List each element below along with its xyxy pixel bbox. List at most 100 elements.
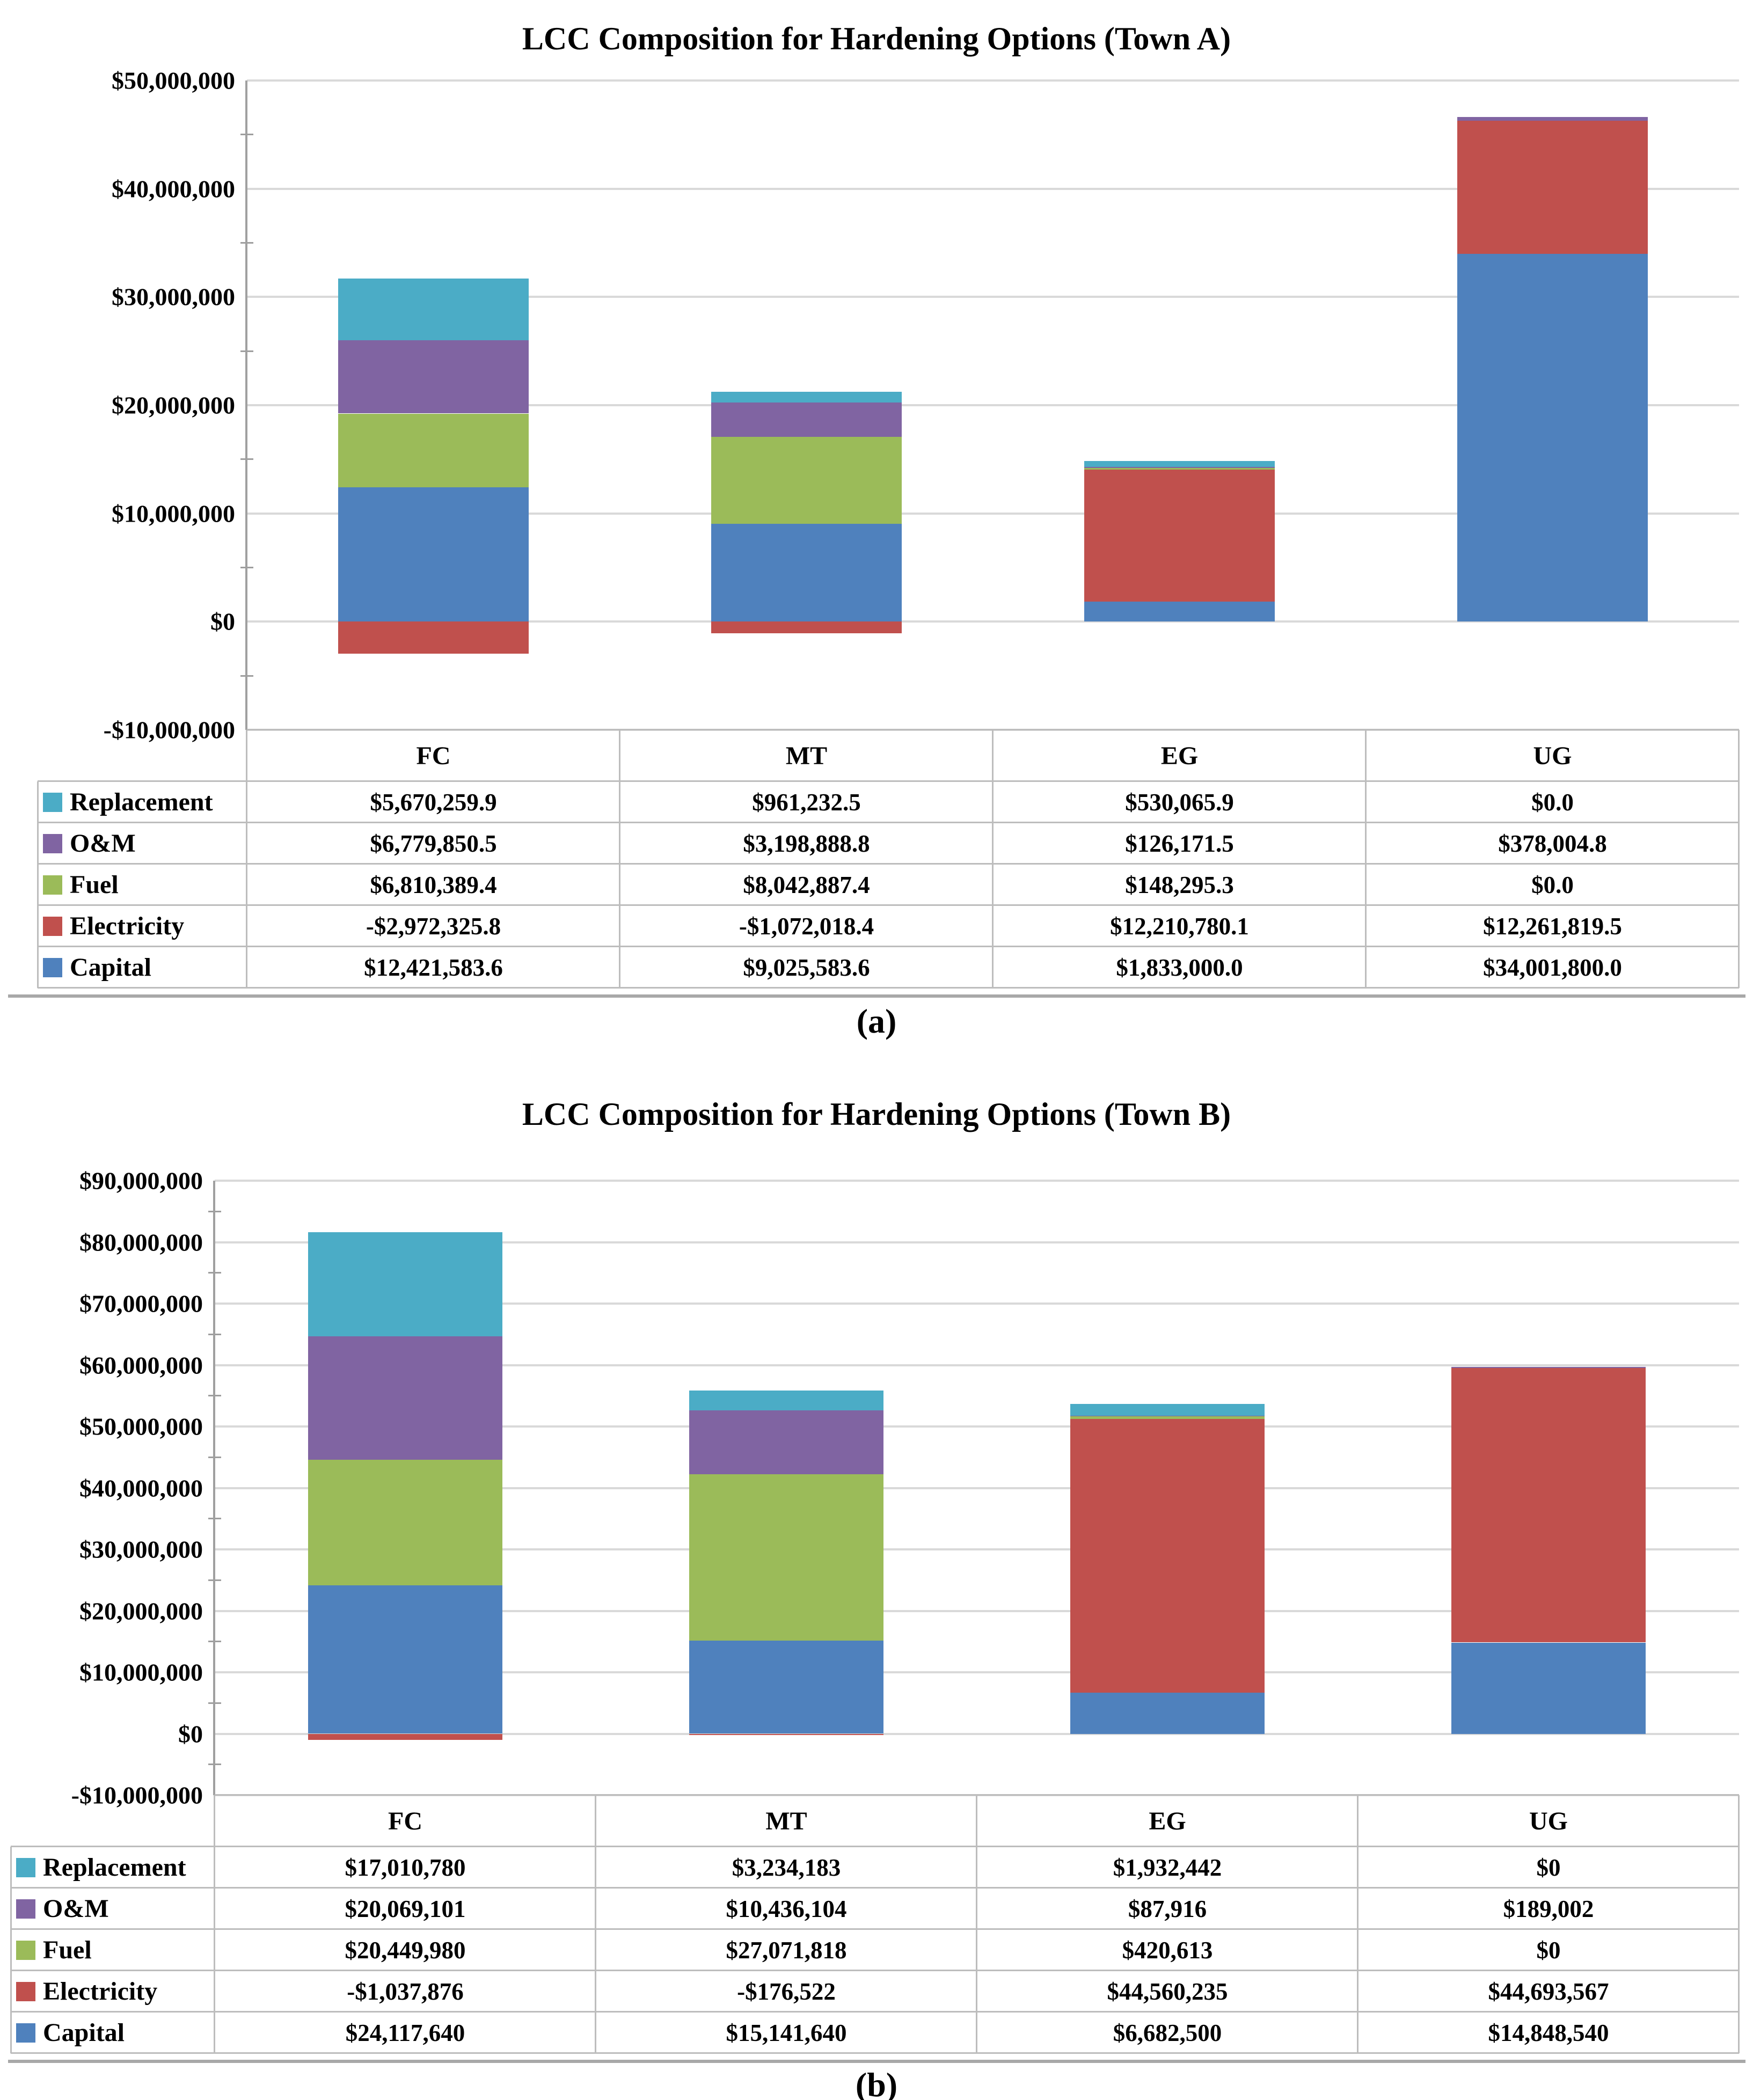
bar-segment-electricity-fc	[308, 1733, 503, 1740]
table-border	[11, 2052, 1739, 2054]
gridline	[215, 1180, 1739, 1182]
legend-key-om	[43, 833, 62, 853]
table-cell-electricity-ug: $44,693,567	[1488, 1978, 1609, 2005]
bar-segment-electricity-ug	[1457, 121, 1648, 254]
bar-segment-om-fc	[338, 340, 529, 414]
table-header-fc: FC	[388, 1806, 422, 1835]
chart-title-town-b: LCC Composition for Hardening Options (T…	[522, 1096, 1231, 1132]
gridline	[247, 620, 1739, 623]
gridline	[247, 79, 1739, 82]
y-axis-tick-label: $0	[210, 608, 235, 635]
y-axis-tick-label: $40,000,000	[112, 175, 235, 203]
gridline	[215, 1732, 1739, 1735]
bar-segment-capital-eg	[1070, 1693, 1265, 1734]
y-axis-line	[213, 1181, 215, 1795]
table-cell-om-eg: $87,916	[1128, 1895, 1207, 1922]
bar-segment-capital-mt	[711, 524, 902, 622]
legend-key-om	[16, 1899, 35, 1919]
bar-segment-fuel-fc	[338, 413, 529, 487]
table-cell-capital-fc: $12,421,583.6	[364, 954, 503, 981]
y-axis-tick-label: $10,000,000	[79, 1658, 203, 1686]
y-axis-tick-label: $30,000,000	[112, 283, 235, 311]
bar-segment-om-ug	[1451, 1366, 1646, 1368]
gridline	[247, 404, 1739, 406]
bar-segment-replacement-fc	[338, 279, 529, 340]
table-border	[1738, 730, 1740, 988]
table-cell-replacement-fc: $17,010,780	[345, 1854, 466, 1881]
bar-segment-fuel-mt	[711, 437, 902, 524]
table-border	[38, 780, 1739, 782]
table-border	[11, 1970, 1739, 1971]
table-header-ug: UG	[1533, 741, 1572, 770]
table-cell-replacement-mt: $3,234,183	[732, 1854, 841, 1881]
table-cell-fuel-ug: $0	[1536, 1936, 1561, 1964]
bar-segment-replacement-eg	[1084, 460, 1275, 467]
table-header-mt: MT	[765, 1806, 807, 1835]
bar-segment-electricity-mt	[711, 621, 902, 633]
bar-segment-electricity-eg	[1070, 1418, 1265, 1693]
figure-caption-b: (b)	[855, 2066, 898, 2100]
table-cell-om-fc: $6,779,850.5	[370, 830, 497, 857]
bar-segment-replacement-eg	[1070, 1403, 1265, 1416]
table-border	[976, 1795, 977, 2053]
y-axis-tick-label: $70,000,000	[79, 1290, 203, 1318]
table-border	[37, 781, 39, 988]
bar-segment-om-mt	[689, 1410, 884, 1475]
table-cell-om-mt: $10,436,104	[726, 1895, 847, 1922]
table-border	[11, 2011, 1739, 2013]
table-border	[11, 1928, 1739, 1930]
legend-item-replacement: Replacement	[13, 1847, 213, 1888]
table-border	[1738, 1795, 1740, 2053]
table-header-eg: EG	[1160, 741, 1199, 770]
legend-item-fuel: Fuel	[13, 1929, 213, 1971]
gridline	[247, 187, 1739, 190]
table-border	[38, 904, 1739, 906]
table-border	[246, 730, 247, 988]
table-cell-electricity-eg: $44,560,235	[1107, 1978, 1228, 2005]
table-cell-fuel-ug: $0.0	[1531, 871, 1574, 898]
bar-segment-fuel-mt	[689, 1474, 884, 1641]
y-axis-tick-label: $90,000,000	[79, 1167, 203, 1195]
table-cell-fuel-mt: $27,071,818	[726, 1936, 847, 1964]
chart-title-town-a: LCC Composition for Hardening Options (T…	[522, 21, 1231, 56]
table-cell-fuel-fc: $20,449,980	[345, 1936, 466, 1964]
table-cell-capital-eg: $1,833,000.0	[1116, 954, 1243, 981]
legend-label: O&M	[70, 829, 136, 858]
y-axis-tick-label: $20,000,000	[112, 391, 235, 419]
table-cell-electricity-fc: -$2,972,325.8	[366, 912, 501, 940]
table-cell-capital-eg: $6,682,500	[1113, 2019, 1222, 2046]
table-border	[38, 822, 1739, 823]
y-axis-tick-label: $40,000,000	[79, 1474, 203, 1502]
y-axis-tick-label: $30,000,000	[79, 1535, 203, 1563]
y-axis-tick-label: $80,000,000	[79, 1228, 203, 1256]
table-cell-om-mt: $3,198,888.8	[743, 830, 870, 857]
table-border	[11, 1846, 1739, 1847]
figure-caption-a: (a)	[856, 1002, 897, 1040]
bar-segment-electricity-mt	[689, 1733, 884, 1735]
legend-key-fuel	[16, 1940, 35, 1960]
legend-label: Fuel	[43, 1936, 92, 1964]
y-axis-tick-label: $20,000,000	[79, 1597, 203, 1625]
table-cell-fuel-mt: $8,042,887.4	[743, 871, 870, 898]
table-border	[11, 1887, 1739, 1889]
table-cell-om-fc: $20,069,101	[345, 1895, 466, 1922]
bar-segment-om-mt	[711, 402, 902, 437]
bar-segment-replacement-mt	[689, 1390, 884, 1410]
table-cell-electricity-ug: $12,261,819.5	[1483, 912, 1622, 940]
table-border	[214, 1795, 215, 2053]
y-axis-tick-label: $0	[178, 1720, 203, 1747]
bar-segment-om-eg	[1084, 466, 1275, 469]
y-axis-line	[245, 81, 247, 730]
bar-segment-om-ug	[1457, 116, 1648, 121]
legend-key-fuel	[43, 875, 62, 895]
table-cell-om-eg: $126,171.5	[1125, 830, 1234, 857]
y-axis-tick-label: -$10,000,000	[103, 716, 235, 744]
gridline	[215, 1364, 1739, 1366]
legend-key-electricity	[16, 1981, 35, 2001]
table-header-fc: FC	[416, 741, 451, 770]
gridline	[215, 1425, 1739, 1428]
legend-key-electricity	[43, 916, 62, 936]
legend-label: Electricity	[70, 912, 185, 940]
table-cell-electricity-mt: -$176,522	[737, 1978, 836, 2005]
